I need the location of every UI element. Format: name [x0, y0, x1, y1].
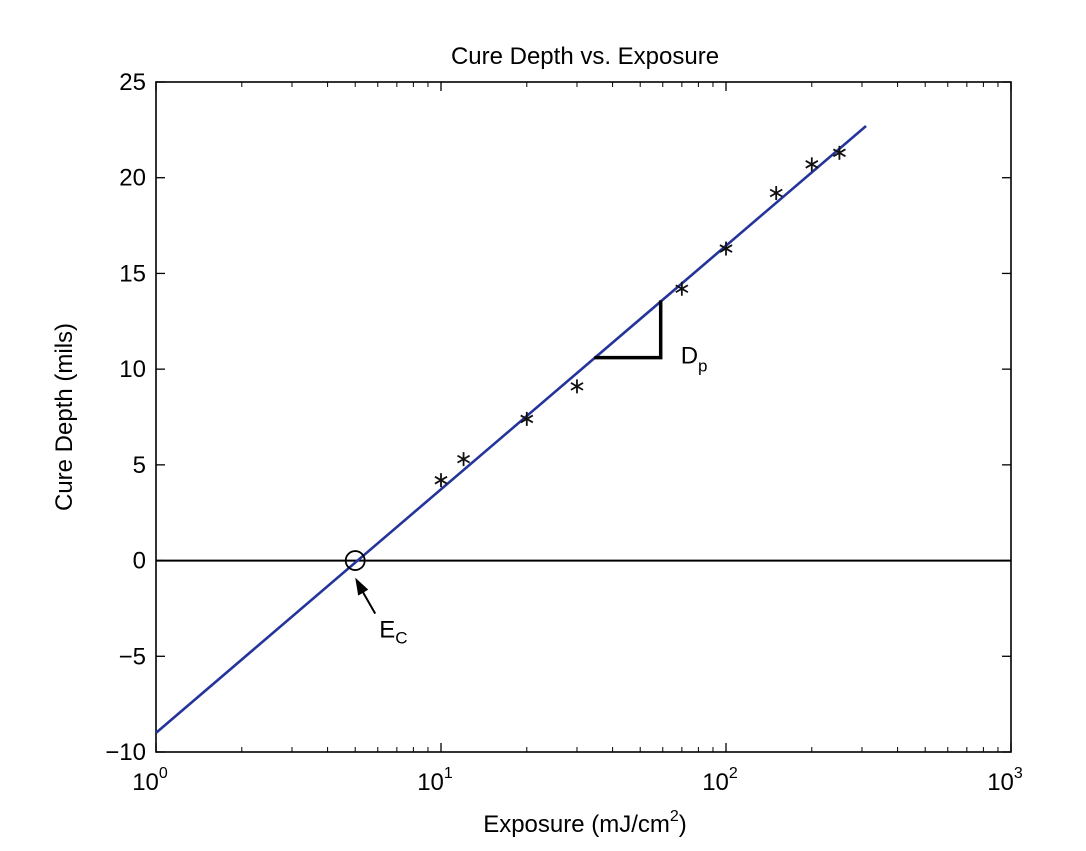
x-axis-ticks: 100 101 102 103 [132, 82, 1023, 796]
data-point [832, 145, 846, 160]
y-axis-ticks: −10 −5 0 5 10 15 20 25 [105, 69, 1011, 766]
asterisk-stroke [457, 454, 471, 464]
ec-circle [344, 550, 366, 571]
y-tick-label: −10 [105, 739, 146, 766]
data-points [434, 145, 846, 488]
asterisk-stroke [769, 188, 783, 198]
asterisk-stroke [719, 244, 733, 253]
asterisk-stroke [805, 160, 819, 169]
data-point [457, 452, 471, 467]
y-tick-label: 10 [119, 356, 146, 383]
dp-triangle-group: Dp [594, 300, 708, 376]
plot-area: Dp EC [155, 81, 1012, 753]
axes-box [155, 81, 1012, 753]
data-point [520, 411, 534, 426]
y-tick-label: 15 [119, 260, 146, 287]
asterisk-stroke [675, 284, 689, 294]
x-tick-label: 102 [702, 765, 738, 796]
dp-triangle [594, 300, 663, 360]
asterisk-stroke [832, 148, 846, 158]
x-tick-label: 103 [987, 765, 1023, 796]
asterisk-stroke [570, 382, 584, 391]
x-axis-label: Exposure (mJ/cm2) [483, 808, 687, 838]
asterisk-stroke [434, 475, 448, 485]
x-tick-label: 100 [132, 765, 168, 796]
data-point [434, 473, 448, 488]
data-point [719, 241, 733, 256]
chart-title: Cure Depth vs. Exposure [451, 43, 719, 70]
ec-annotation-group: EC [344, 550, 408, 648]
minor-ticks [241, 82, 999, 752]
y-tick-label: −5 [119, 643, 146, 670]
fit-line [155, 125, 867, 734]
x-tick-label: 101 [417, 765, 453, 796]
data-point [805, 157, 819, 172]
y-axis-label: Cure Depth (mils) [51, 323, 78, 511]
data-point [675, 281, 689, 296]
fit-line-group [155, 125, 867, 734]
y-tick-label: 25 [119, 69, 146, 96]
ec-arrow-head [355, 577, 369, 596]
asterisk-stroke [520, 414, 534, 424]
y-tick-label: 20 [119, 165, 146, 192]
y-tick-label: 5 [133, 452, 146, 479]
dp-label: Dp [681, 343, 708, 376]
y-tick-label: 0 [133, 548, 146, 575]
data-point [570, 379, 584, 394]
data-point [769, 186, 783, 201]
ec-label: EC [379, 617, 407, 648]
